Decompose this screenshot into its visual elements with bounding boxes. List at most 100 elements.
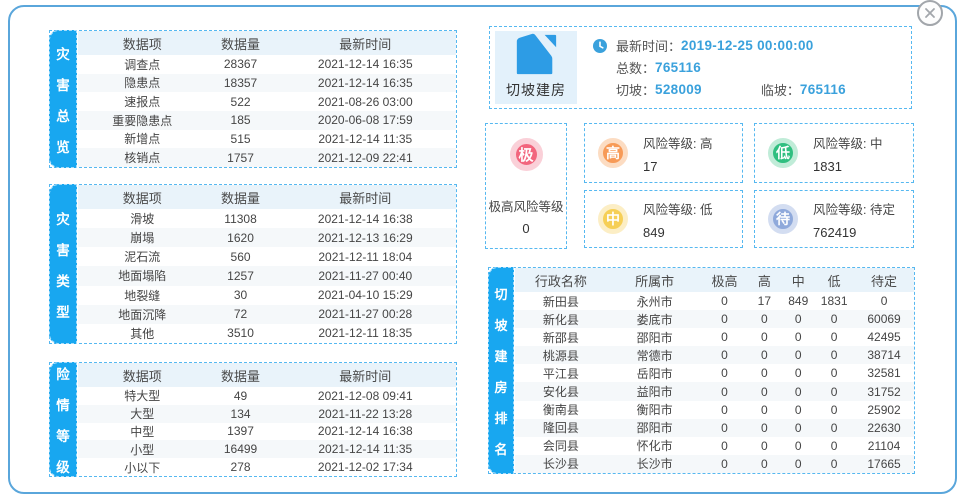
table-row[interactable]: 安化县 益阳市 0 0 0 0 31752 [515, 382, 914, 401]
table-row[interactable]: 平江县 岳阳市 0 0 0 0 32581 [515, 364, 914, 382]
panel-tab-slope-ranking[interactable]: 切坡建房排名 [488, 267, 514, 474]
table-row[interactable]: 会同县 怀化市 0 0 0 0 21104 [515, 437, 914, 455]
table-row[interactable]: 泥石流 560 2021-12-11 18:04 [78, 247, 456, 266]
table-row[interactable]: 地面塌陷 1257 2021-11-27 00:40 [78, 266, 456, 286]
table-cell: 0 [721, 402, 728, 417]
stat-label: 最新时间： [616, 39, 682, 54]
list-icon [738, 83, 752, 97]
table-row[interactable]: 衡南县 衡阳市 0 0 0 0 25902 [515, 401, 914, 419]
column-header: 数据量 [206, 185, 275, 209]
column-header: 最新时间 [274, 363, 456, 387]
table-row[interactable]: 小型 16499 2021-12-14 11:35 [78, 440, 456, 459]
table-cell: 515 [230, 131, 251, 146]
panel-tab-char: 险 [56, 367, 70, 382]
table-row[interactable]: 速报点 522 2021-08-26 03:00 [78, 92, 456, 111]
risk-badge: 待 [768, 204, 798, 234]
stat-total: 总数： 765116 [593, 58, 911, 77]
table-row[interactable]: 地裂缝 30 2021-04-10 15:29 [78, 286, 456, 305]
table-row[interactable]: 隐患点 18357 2021-12-14 16:35 [78, 73, 456, 93]
table-row[interactable]: 长沙县 长沙市 0 0 0 0 17665 [515, 454, 914, 473]
table-cell: 滑坡 [130, 212, 155, 227]
table-cell: 0 [721, 348, 728, 363]
table-cell: 2021-12-09 22:41 [317, 150, 413, 165]
table-cell: 安化县 [542, 385, 579, 400]
table-row[interactable]: 其他 3510 2021-12-11 18:35 [78, 324, 456, 343]
risk-label: 风险等级: 中 [813, 136, 883, 151]
table-cell: 0 [721, 420, 728, 435]
panel-tab-char: 名 [494, 441, 508, 457]
table-cell: 0 [721, 330, 728, 345]
table-row[interactable]: 崩塌 1620 2021-12-13 16:29 [78, 228, 456, 248]
panel-tab-char: 型 [56, 304, 70, 320]
table-cell: 25902 [867, 402, 901, 417]
table-cell: 2021-04-10 15:29 [317, 288, 413, 303]
table-cell: 2021-11-27 00:28 [318, 307, 413, 322]
column-header: 高 [746, 268, 783, 292]
table-cell: 调查点 [124, 57, 161, 72]
list-icon [593, 61, 607, 75]
table-cell: 核销点 [124, 151, 161, 166]
table-cell: 134 [230, 406, 251, 421]
risk-card-extreme: 极 极高风险等级 0 [485, 123, 567, 249]
table-row[interactable]: 新增点 515 2021-12-14 11:35 [78, 130, 456, 149]
stat-value: 528009 [655, 82, 702, 97]
table-cell: 重要隐患点 [112, 113, 173, 128]
table-cell: 0 [761, 348, 768, 363]
panel-tab-char: 总 [56, 108, 70, 124]
stat-label: 切坡： [616, 83, 656, 98]
column-header: 所属市 [606, 268, 703, 292]
table-row[interactable]: 重要隐患点 185 2020-06-08 17:59 [78, 110, 456, 130]
column-header: 最新时间 [274, 185, 456, 209]
column-header: 数据项 [78, 31, 207, 55]
column-header: 数据项 [78, 363, 207, 387]
table-row[interactable]: 调查点 28367 2021-12-14 16:35 [78, 55, 456, 74]
stat-latest-time: 最新时间： 2019-12-25 00:00:00 [593, 36, 911, 55]
danger-level-table: 数据项 数据量 最新时间 特大型 49 2021-12-08 09:41 大型 134 2021… [78, 363, 456, 476]
risk-card-low: 中 风险等级: 低 849 [584, 190, 743, 248]
panel-tab-disaster-overview[interactable]: 灾害总览 [49, 30, 77, 168]
column-header: 低 [814, 268, 855, 292]
table-cell: 0 [761, 312, 768, 327]
risk-badge: 中 [598, 204, 628, 234]
stat-label: 临坡： [760, 83, 800, 98]
table-row[interactable]: 新邵县 邵阳市 0 0 0 0 42495 [515, 328, 914, 346]
table-cell: 3510 [227, 326, 254, 341]
table-row[interactable]: 隆回县 邵阳市 0 0 0 0 22630 [515, 418, 914, 437]
table-cell: 2021-12-11 18:04 [318, 249, 413, 264]
table-cell: 0 [794, 438, 802, 453]
table-cell: 2021-12-14 16:38 [317, 211, 413, 226]
table-cell: 新化县 [542, 312, 579, 327]
panel-tab-danger-level[interactable]: 险情等级 [49, 362, 77, 477]
column-header: 中 [782, 268, 815, 292]
panel-tab-disaster-type[interactable]: 灾害类型 [49, 184, 77, 344]
slope-summary-title: 切坡建房 [506, 82, 566, 98]
panel-tab-char: 览 [56, 139, 70, 155]
table-cell: 0 [794, 456, 802, 471]
table-cell: 2021-12-14 16:35 [317, 57, 413, 72]
table-cell: 849 [788, 294, 809, 309]
table-row[interactable]: 桃源县 常德市 0 0 0 0 38714 [515, 346, 914, 365]
table-row[interactable]: 核销点 1757 2021-12-09 22:41 [78, 148, 456, 167]
table-cell: 1257 [227, 268, 254, 283]
close-button[interactable] [917, 0, 943, 26]
table-row[interactable]: 新田县 永州市 0 17 849 1831 0 [515, 292, 914, 310]
table-row[interactable]: 滑坡 11308 2021-12-14 16:38 [78, 209, 456, 228]
table-cell: 其他 [130, 326, 155, 341]
table-cell: 0 [830, 420, 838, 435]
column-header: 数据项 [78, 185, 207, 209]
table-row[interactable]: 中型 1397 2021-12-14 16:38 [78, 423, 456, 441]
table-row[interactable]: 特大型 49 2021-12-08 09:41 [78, 387, 456, 405]
table-cell: 49 [233, 388, 248, 403]
table-cell: 隐患点 [124, 76, 161, 91]
table-row[interactable]: 大型 134 2021-11-22 13:28 [78, 404, 456, 423]
panel-disaster-type: 灾害类型 数据项 数据量 最新时间 滑坡 11308 2021-12-14 16:38 崩塌… [49, 184, 457, 344]
table-cell: 522 [230, 94, 251, 109]
table-cell: 0 [761, 456, 768, 471]
panel-tab-char: 情 [56, 398, 70, 413]
table-row[interactable]: 小以下 278 2021-12-02 17:34 [78, 458, 456, 476]
table-row[interactable]: 新化县 娄底市 0 0 0 0 60069 [515, 310, 914, 329]
risk-badge: 高 [598, 138, 628, 168]
table-cell: 42495 [867, 330, 901, 345]
table-row[interactable]: 地面沉降 72 2021-11-27 00:28 [78, 304, 456, 324]
panel-tab-char: 等 [56, 429, 70, 444]
